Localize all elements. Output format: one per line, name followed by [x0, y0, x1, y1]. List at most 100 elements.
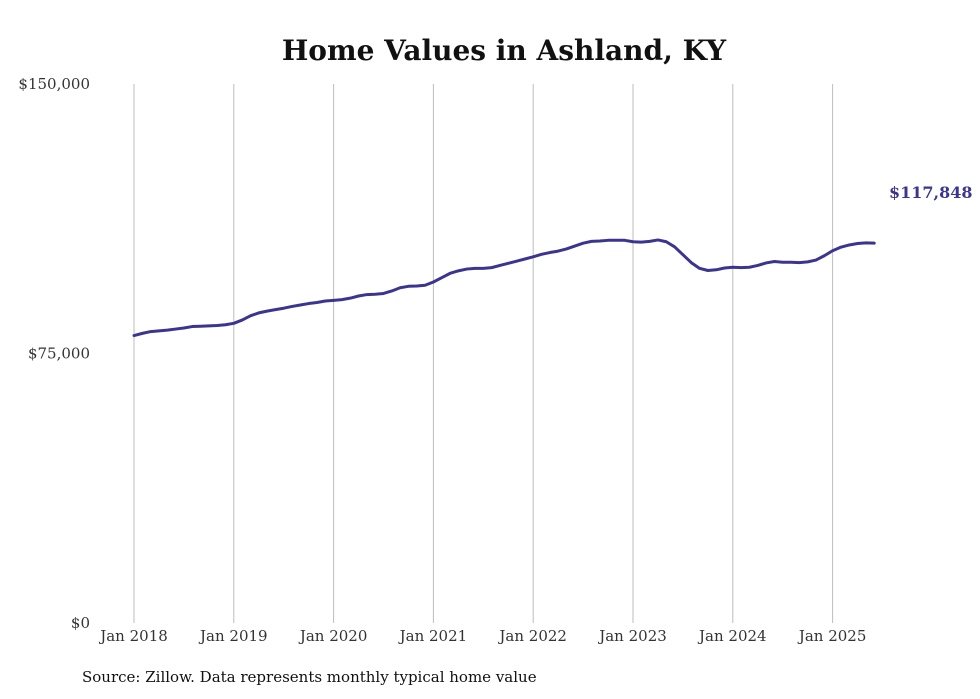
- data-point: [340, 298, 344, 301]
- data-point: [540, 253, 543, 256]
- data-point: [781, 261, 784, 264]
- data-point: [207, 324, 211, 328]
- data-point: [324, 299, 327, 303]
- x-tick-label: Jan 2021: [398, 627, 468, 645]
- data-point: [690, 261, 693, 264]
- data-point: [382, 292, 385, 295]
- x-tick-label: Jan 2018: [98, 627, 168, 645]
- data-point: [656, 238, 660, 242]
- y-axis-ticks: $0 $75,000 $150,000: [18, 75, 90, 632]
- data-point: [864, 241, 868, 245]
- series-layer: [132, 238, 876, 338]
- data-point: [556, 249, 560, 253]
- data-point: [523, 257, 527, 261]
- data-point: [315, 301, 319, 304]
- data-point: [515, 259, 518, 263]
- data-point: [249, 314, 252, 317]
- data-point: [631, 240, 635, 243]
- series-line: [132, 238, 876, 338]
- data-point: [548, 251, 552, 254]
- x-tick-label: Jan 2019: [198, 627, 268, 645]
- data-point: [706, 269, 710, 272]
- data-point: [681, 253, 685, 256]
- data-point: [232, 322, 235, 325]
- data-point: [357, 294, 360, 298]
- data-point: [764, 261, 768, 265]
- x-axis-ticks: Jan 2018 Jan 2019 Jan 2020 Jan 2021 Jan 2022…: [98, 627, 866, 645]
- data-point: [215, 324, 219, 327]
- data-point: [648, 240, 651, 243]
- data-point: [390, 289, 394, 293]
- data-point: [573, 244, 576, 248]
- data-point: [307, 302, 310, 305]
- data-point: [407, 285, 410, 288]
- data-point: [240, 318, 244, 322]
- data-point: [581, 241, 585, 245]
- data-point: [174, 327, 177, 331]
- data-point: [848, 243, 851, 247]
- data-point: [798, 261, 801, 264]
- data-point: [349, 296, 352, 300]
- data-point: [507, 262, 510, 265]
- data-point: [182, 326, 186, 330]
- data-point: [365, 293, 369, 296]
- data-point: [856, 242, 859, 245]
- data-point: [423, 284, 427, 287]
- data-point: [565, 247, 568, 251]
- data-point: [299, 303, 302, 307]
- x-tick-label: Jan 2025: [797, 627, 867, 645]
- data-point: [465, 267, 468, 271]
- data-point: [773, 260, 776, 263]
- data-point: [224, 323, 227, 326]
- data-point: [199, 324, 202, 328]
- data-point: [448, 272, 452, 275]
- data-point: [290, 305, 294, 308]
- data-point: [806, 260, 809, 264]
- data-point: [141, 332, 144, 335]
- x-tick-label: Jan 2020: [298, 627, 368, 645]
- data-point: [714, 268, 718, 271]
- data-point: [482, 267, 485, 270]
- data-point: [839, 245, 843, 249]
- y-tick-label: $150,000: [18, 75, 90, 93]
- x-tick-label: Jan 2022: [497, 627, 567, 645]
- data-point: [457, 269, 460, 273]
- data-point: [698, 267, 701, 270]
- data-point: [756, 264, 759, 267]
- data-point: [274, 308, 277, 311]
- data-point: [831, 249, 834, 252]
- data-point: [615, 239, 618, 242]
- grid-lines: [133, 84, 834, 623]
- data-point: [532, 255, 535, 259]
- data-point: [415, 284, 418, 288]
- x-tick-label: Jan 2024: [697, 627, 767, 645]
- data-point: [473, 267, 477, 270]
- data-point: [814, 258, 818, 262]
- data-point: [432, 280, 435, 284]
- end-value-label: $117,848: [889, 183, 973, 202]
- data-point: [606, 239, 610, 242]
- data-point: [731, 266, 734, 269]
- data-point: [332, 299, 335, 302]
- data-point: [598, 239, 601, 243]
- y-tick-label: $0: [71, 614, 90, 632]
- data-point: [590, 240, 593, 243]
- chart-title: Home Values in Ashland, KY: [282, 34, 727, 67]
- data-point: [265, 309, 269, 313]
- data-point: [282, 307, 285, 310]
- data-point: [398, 286, 402, 289]
- data-point: [373, 293, 377, 296]
- data-point: [623, 239, 626, 242]
- data-point: [498, 264, 502, 267]
- data-point: [665, 240, 668, 243]
- data-point: [440, 276, 443, 279]
- data-point: [823, 254, 826, 257]
- data-point: [789, 261, 793, 264]
- data-point: [157, 329, 161, 333]
- data-point: [149, 330, 152, 333]
- data-point: [640, 240, 643, 244]
- data-point: [490, 266, 493, 269]
- data-point: [132, 334, 136, 337]
- data-point: [673, 245, 676, 248]
